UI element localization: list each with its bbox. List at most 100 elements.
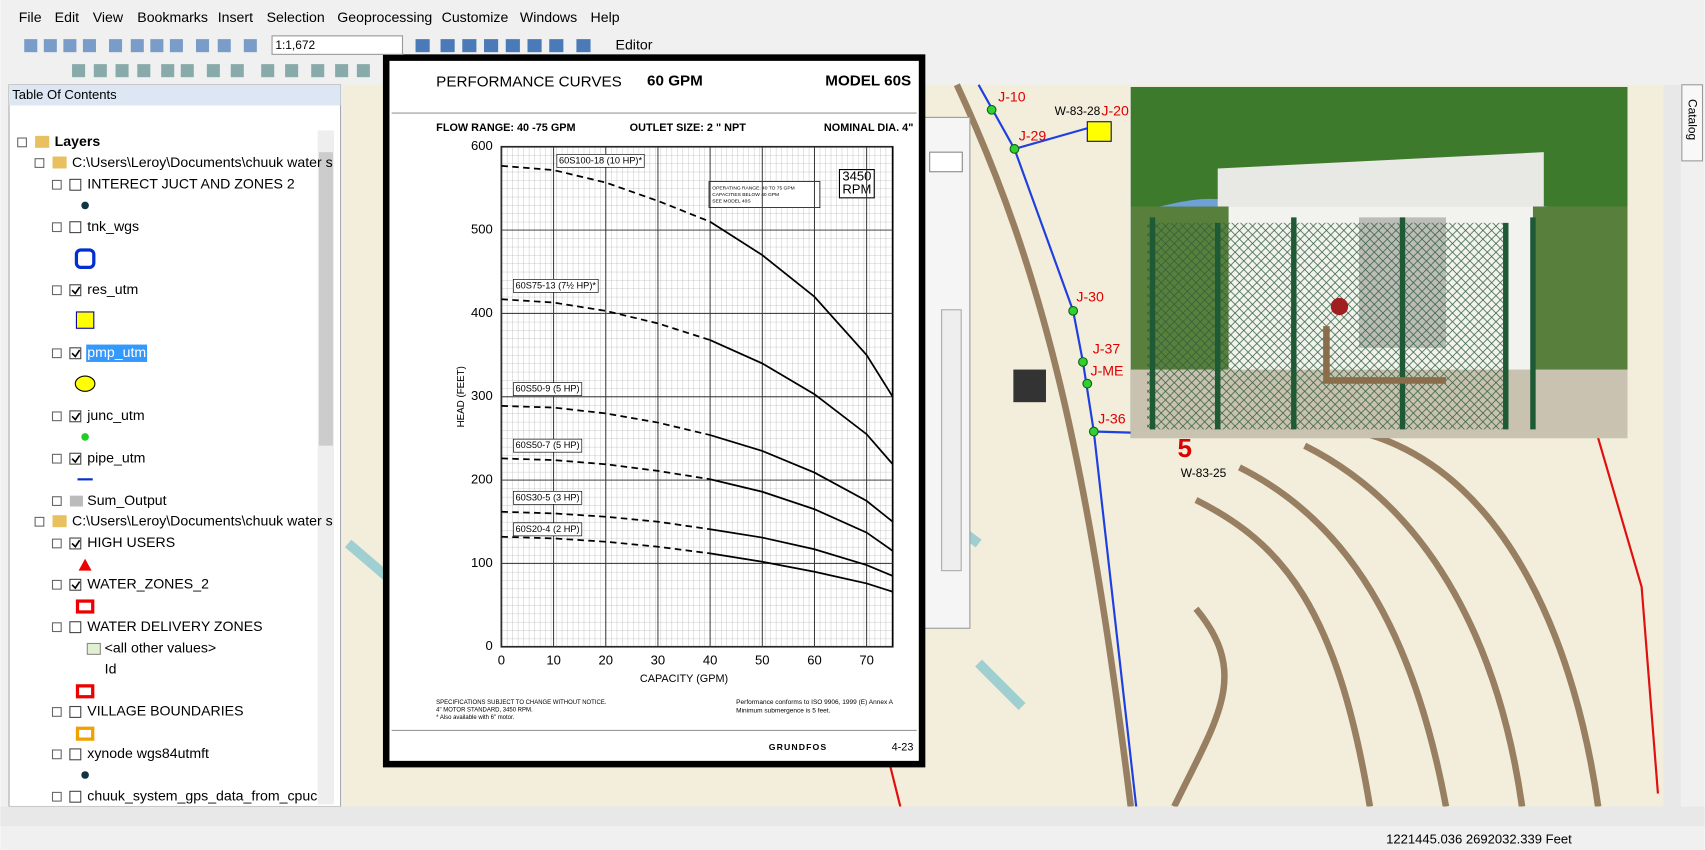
scale-box[interactable] xyxy=(271,35,404,55)
tool-icon[interactable] xyxy=(109,39,123,53)
menu-item[interactable]: Windows xyxy=(520,9,577,25)
tool-icon[interactable] xyxy=(115,64,129,78)
menu-item[interactable]: Edit xyxy=(55,9,79,25)
tool-icon[interactable] xyxy=(484,39,499,53)
layer-label[interactable]: WATER DELIVERY ZONES xyxy=(87,618,262,634)
tool-icon[interactable] xyxy=(415,39,430,53)
tool-icon[interactable] xyxy=(527,39,542,53)
checkbox[interactable] xyxy=(69,178,82,191)
expander[interactable] xyxy=(51,179,62,190)
tool-icon[interactable] xyxy=(285,64,299,78)
tool-icon[interactable] xyxy=(72,64,86,78)
layer-label[interactable]: HIGH USERS xyxy=(87,534,175,550)
expander[interactable] xyxy=(51,579,62,590)
expander[interactable] xyxy=(51,285,62,296)
expander[interactable] xyxy=(51,538,62,549)
layer-label[interactable]: Layers xyxy=(55,133,101,149)
x-tick-label: 20 xyxy=(599,652,614,667)
checkbox[interactable] xyxy=(69,347,82,360)
checkbox[interactable] xyxy=(69,705,82,718)
checkbox[interactable] xyxy=(69,284,82,297)
tool-icon[interactable] xyxy=(63,39,77,53)
page-number: 4-23 xyxy=(892,742,914,754)
expander[interactable] xyxy=(51,749,62,760)
checkbox[interactable] xyxy=(69,452,82,465)
tool-icon[interactable] xyxy=(130,39,144,53)
expander[interactable] xyxy=(51,707,62,717)
layer-label[interactable]: INTERECT JUCT AND ZONES 2 xyxy=(87,176,295,192)
menu-item[interactable]: View xyxy=(93,9,124,25)
expander[interactable] xyxy=(34,158,45,168)
layer-label[interactable]: xynode wgs84utmft xyxy=(87,745,209,761)
catalog-tab[interactable] xyxy=(1681,84,1704,162)
tool-icon[interactable] xyxy=(576,39,591,53)
tool-icon[interactable] xyxy=(243,39,257,53)
tool-icon[interactable] xyxy=(335,64,349,78)
tool-icon[interactable] xyxy=(311,64,325,78)
menu-item[interactable]: File xyxy=(19,9,42,25)
expander[interactable] xyxy=(17,137,27,148)
scrollbar-v[interactable] xyxy=(1663,84,1681,807)
tool-icon[interactable] xyxy=(217,39,231,53)
editor-menu[interactable]: Editor xyxy=(616,36,653,52)
layer-label[interactable]: pipe_utm xyxy=(87,449,145,465)
dialog-scrollbar[interactable] xyxy=(941,309,962,572)
dialog-dropdown[interactable] xyxy=(929,151,963,173)
checkbox[interactable] xyxy=(69,790,82,803)
tool-icon[interactable] xyxy=(93,64,107,78)
layer-label[interactable]: VILLAGE BOUNDARIES xyxy=(87,703,243,719)
layer-label[interactable]: res_utm xyxy=(87,281,138,297)
tool-icon[interactable] xyxy=(137,64,151,78)
checkbox[interactable] xyxy=(69,621,82,634)
tool-icon[interactable] xyxy=(549,39,564,53)
menu-item[interactable]: Geoprocessing xyxy=(337,9,432,25)
menu-item[interactable]: Selection xyxy=(267,9,325,25)
tool-icon[interactable] xyxy=(82,39,96,53)
expander[interactable] xyxy=(51,348,62,359)
expander[interactable] xyxy=(51,791,62,802)
curve-label: 60S30-5 (3 HP) xyxy=(516,492,580,502)
tool-icon[interactable] xyxy=(206,64,220,78)
expander[interactable] xyxy=(34,516,45,527)
expander[interactable] xyxy=(51,222,62,233)
checkbox[interactable] xyxy=(69,578,82,591)
checkbox[interactable] xyxy=(69,537,82,550)
expander[interactable] xyxy=(51,411,62,422)
layer-label[interactable]: C:\Users\Leroy\Documents\chuuk water s xyxy=(72,154,333,170)
expander[interactable] xyxy=(51,496,62,506)
tool-icon[interactable] xyxy=(261,64,275,78)
tool-icon[interactable] xyxy=(43,39,57,53)
checkbox[interactable] xyxy=(69,748,82,761)
layer-label[interactable]: pmp_utm xyxy=(87,344,146,360)
tool-icon[interactable] xyxy=(150,39,164,53)
menu-item[interactable]: Help xyxy=(591,9,620,25)
layer-label[interactable]: <all other values> xyxy=(105,640,217,656)
layer-label[interactable]: junc_utm xyxy=(86,407,144,423)
tool-icon[interactable] xyxy=(161,64,175,78)
tool-icon[interactable] xyxy=(24,39,38,53)
checkbox[interactable] xyxy=(69,221,82,234)
menu-item[interactable]: Insert xyxy=(218,9,253,25)
tool-icon[interactable] xyxy=(230,64,244,78)
layer-label[interactable]: chuuk_system_gps_data_from_cpuc xyxy=(87,787,317,803)
toc-scroll-thumb[interactable] xyxy=(318,152,333,446)
layer-label[interactable]: tnk_wgs xyxy=(87,218,139,234)
menu-item[interactable]: Customize xyxy=(442,9,509,25)
checkbox[interactable] xyxy=(69,410,82,423)
tool-icon[interactable] xyxy=(505,39,520,53)
expander[interactable] xyxy=(51,453,62,464)
expander[interactable] xyxy=(51,622,62,633)
tool-icon[interactable] xyxy=(440,39,455,53)
layer-label[interactable]: C:\Users\Leroy\Documents\chuuk water s xyxy=(72,512,333,528)
tool-icon[interactable] xyxy=(195,39,210,53)
tool-icon[interactable] xyxy=(169,39,183,53)
menu-item[interactable]: Bookmarks xyxy=(137,9,208,25)
layer-label[interactable]: Id xyxy=(105,660,117,676)
catalog-tab-label[interactable]: Catalog xyxy=(1685,99,1699,140)
tool-icon[interactable] xyxy=(356,64,370,78)
scrollbar-h[interactable] xyxy=(0,806,1705,827)
layer-label[interactable]: Sum_Output xyxy=(87,492,166,508)
layer-label[interactable]: WATER_ZONES_2 xyxy=(87,576,209,592)
tool-icon[interactable] xyxy=(180,64,194,78)
tool-icon[interactable] xyxy=(462,39,477,53)
